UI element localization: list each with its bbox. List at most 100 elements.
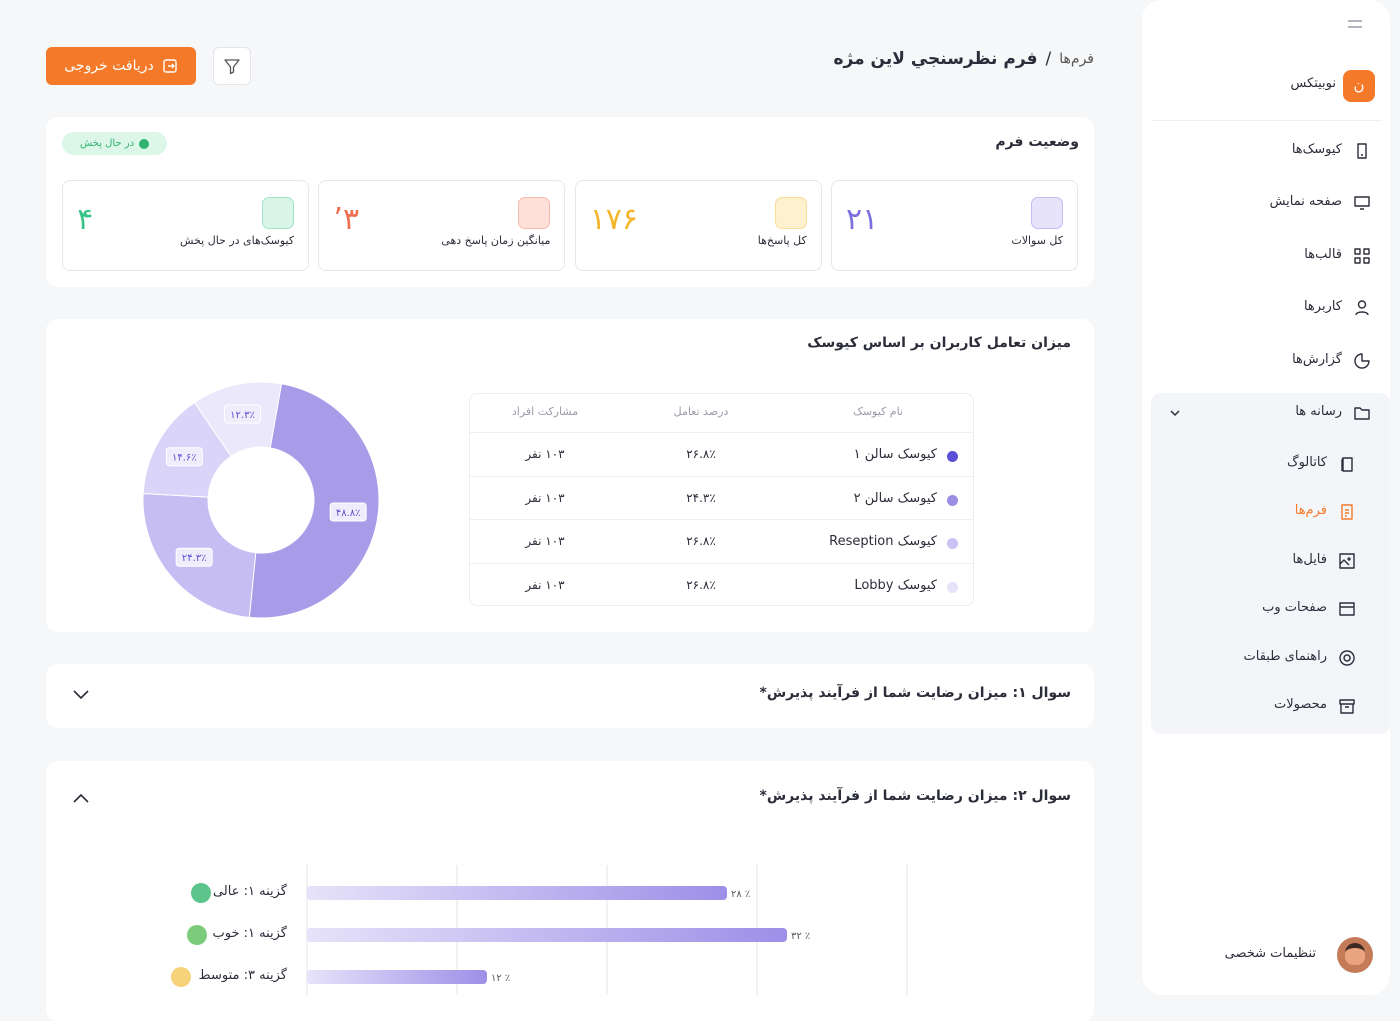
nav-icon [1339, 699, 1355, 714]
nav-item[interactable]: گزارش‌ها [1292, 352, 1342, 367]
icon-shape [1354, 353, 1370, 369]
nav-subitem[interactable]: فایل‌ها [1292, 552, 1327, 567]
table-cell: کیوسک سالن ۲ [853, 490, 937, 506]
stat-value: ۴ [77, 202, 94, 237]
question-card [46, 664, 1094, 728]
stat-label: کیوسک‌های در حال پخش [180, 234, 295, 247]
nav-subitem[interactable]: صفحات وب [1262, 600, 1327, 615]
stat-label: کل سوالات [1011, 234, 1063, 247]
nav-item[interactable]: صفحه نمایش [1269, 194, 1342, 209]
nav-icon [1339, 553, 1355, 569]
export-label: دریافت خروجی [64, 58, 154, 74]
breadcrumb: فرم‌ها / فرم نظرسنجي لاين مژه [834, 49, 1095, 69]
avatar-face [1345, 943, 1365, 965]
nav-subitem[interactable]: فرم‌ها [1294, 503, 1327, 518]
nav-item[interactable]: کیوسک‌ها [1291, 142, 1342, 157]
icon-shape [1341, 504, 1353, 520]
icon-shape [1339, 699, 1355, 714]
brand-name: نوبیتکس [1290, 76, 1336, 91]
table-divider [470, 563, 973, 565]
stat-box [318, 180, 566, 271]
table-header: نام کیوسک [852, 405, 903, 418]
icon-shape [1339, 650, 1355, 666]
stat-icon [518, 197, 551, 229]
table-cell: کیوسک Reseption [829, 534, 937, 550]
table-cell: ۲۶.۸٪ [686, 447, 716, 461]
avatar[interactable] [1337, 937, 1373, 973]
stat-icon [262, 197, 295, 229]
nav-icon [1354, 353, 1370, 369]
table-cell: کیوسک Lobby [854, 578, 937, 594]
table-cell: ۲۴.۳٪ [686, 490, 716, 505]
screen: ن نوبیتکس رسانه ها تنظیمات شخصی فرم‌ها /… [46, 17, 1390, 995]
filter-button[interactable] [213, 47, 251, 85]
group-icon [1354, 407, 1370, 420]
breadcrumb-separator: / [1045, 49, 1052, 69]
legend-dot [947, 451, 958, 462]
divider [1152, 120, 1382, 121]
expand-chevron[interactable] [72, 689, 90, 701]
icon-shape [1339, 553, 1355, 569]
export-icon [163, 59, 177, 73]
engagement-title: میزان تعامل کاربران بر اساس کیوسک [807, 335, 1071, 351]
nav-item[interactable]: قالب‌ها [1304, 247, 1342, 262]
question-title: سوال ۱: میزان رضایت شما از فرآیند پذیرش* [759, 685, 1071, 701]
table-header: مشارکت افراد [511, 405, 579, 418]
stat-label: میانگین زمان پاسخ دهی [441, 234, 551, 247]
table-cell: کیوسک سالن ۱ [853, 447, 937, 462]
icon-shape [1341, 457, 1353, 472]
nav-icon [1355, 300, 1369, 316]
chevron[interactable] [1169, 408, 1181, 418]
stat-value: ۳’ [333, 202, 360, 237]
page-title: فرم نظرسنجي لاين مژه [833, 49, 1038, 69]
nav-icon [1339, 602, 1355, 616]
status-card [46, 117, 1094, 287]
nav-item[interactable]: کاربرها [1303, 299, 1342, 314]
nav-icon [1341, 504, 1353, 520]
menu-icon[interactable] [1347, 17, 1363, 31]
collapse-chevron[interactable] [72, 792, 90, 804]
nav-icon [1357, 143, 1367, 159]
stat-box [574, 180, 822, 271]
icon-shape [1354, 248, 1370, 264]
group-label[interactable]: رسانه ها [1295, 404, 1342, 419]
stat-icon [1031, 197, 1063, 229]
legend-dot [947, 494, 958, 506]
stat-box [831, 180, 1078, 271]
icon-shape [1357, 143, 1367, 159]
table-cell: ۱۰۳ نفر [525, 490, 565, 505]
nav-subitem[interactable]: کاتالوگ [1286, 455, 1327, 470]
icon-shape [1339, 602, 1355, 616]
legend-dot [947, 582, 958, 594]
table-divider [470, 432, 973, 433]
brand-logo: ن [1343, 70, 1375, 102]
icon-shape [1354, 196, 1370, 210]
table-cell: ۱۰۳ نفر [525, 447, 565, 461]
breadcrumb-link[interactable]: فرم‌ها [1059, 51, 1094, 67]
filter-icon [224, 59, 240, 75]
page: {"sidebar": {"brand": "نوبیتکس", "logo":… [46, 17, 1390, 995]
legend-dot [947, 538, 958, 550]
table-divider [470, 475, 973, 477]
table-cell: ۲۶.۸٪ [686, 578, 716, 593]
table-header: درصد تعامل [673, 405, 729, 418]
nav-icon [1354, 248, 1370, 264]
stat-label: کل پاسخ‌ها [757, 234, 807, 247]
table-cell: ۱۰۳ نفر [525, 578, 565, 593]
nav-icon [1354, 196, 1370, 210]
export-button[interactable]: دریافت خروجی [46, 47, 196, 85]
sidebar-group [1151, 393, 1390, 734]
table-cell: ۱۰۳ نفر [525, 534, 565, 549]
nav-subitem[interactable]: راهنمای طبقات [1243, 649, 1328, 664]
nav-icon [1341, 457, 1353, 472]
nav-icon [1339, 650, 1355, 666]
question-title: سوال ۲: میزان رضایت شما از فرآیند پذیرش* [759, 788, 1071, 804]
nav-subitem[interactable]: محصولات [1274, 697, 1327, 712]
stat-value: ۲۱ [846, 202, 879, 237]
table-divider [470, 519, 973, 521]
stat-value: ۱۷۶ [589, 202, 639, 237]
settings-link[interactable]: تنظیمات شخصی [1224, 946, 1316, 961]
category-label: گزینه ۳: متوسط [198, 968, 287, 983]
kiosk-table [469, 393, 974, 606]
status-title: وضعیت فرم [995, 134, 1079, 150]
